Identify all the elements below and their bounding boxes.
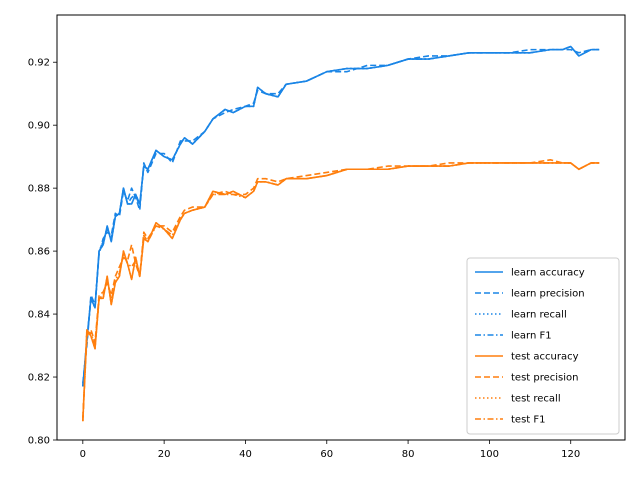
legend-label: learn recall [511,310,567,321]
legend-label: learn F1 [511,331,552,342]
plot-frame [56,14,626,441]
series-line-test-f1 [82,162,600,422]
series-line-learn-f1 [82,45,600,387]
x-tick-label: 40 [239,449,252,460]
y-axis: 0.80 0.82 0.84 0.86 0.88 0.90 0.92 [28,58,57,447]
legend-label: test recall [511,394,561,405]
x-tick-label: 100 [480,449,499,460]
x-tick-label: 0 [80,449,86,460]
x-tick-label: 60 [320,449,333,460]
y-tick-label: 0.92 [28,58,50,69]
series-layer [82,45,600,422]
legend-label: learn accuracy [511,268,585,279]
x-tick-label: 80 [402,449,415,460]
y-tick-label: 0.90 [28,121,50,132]
legend-box [466,257,620,435]
y-tick-label: 0.82 [28,373,50,384]
x-tick-label: 20 [158,449,171,460]
y-tick-label: 0.86 [28,247,50,258]
x-axis: 0 20 40 60 80 100 120 [80,440,580,460]
y-tick-label: 0.80 [28,436,50,447]
legend-label: test accuracy [511,352,579,363]
x-tick-label: 120 [561,449,580,460]
legend-label: test F1 [511,415,546,426]
y-tick-label: 0.84 [28,310,50,321]
legend-label: learn precision [511,289,585,300]
y-tick-label: 0.88 [28,184,50,195]
legend: learn accuracy learn precision learn recal… [466,257,620,435]
legend-label: test precision [511,373,579,384]
series-line-test-precision [82,159,600,418]
